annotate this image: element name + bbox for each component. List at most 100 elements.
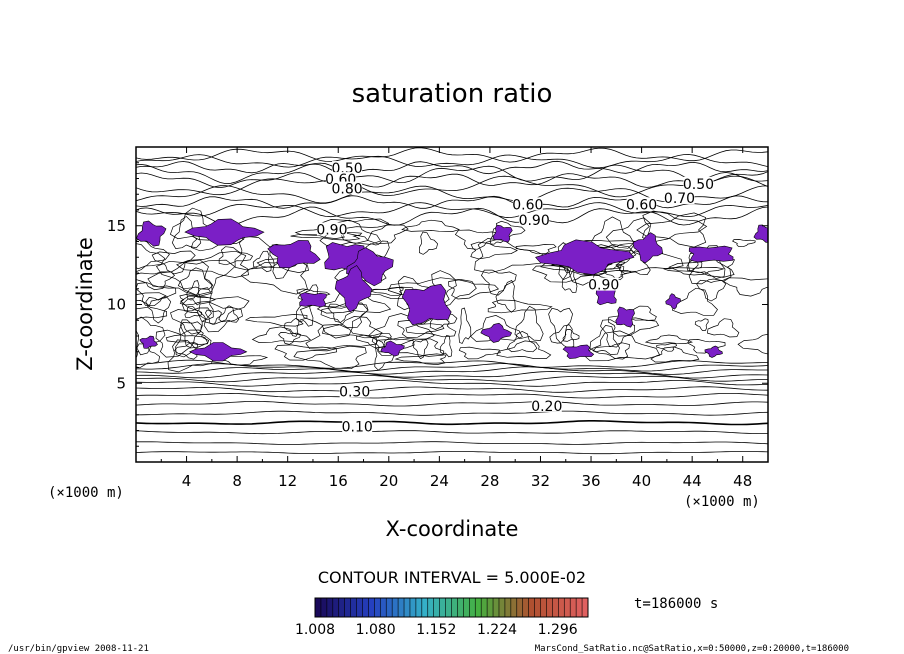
contour-line (293, 345, 367, 370)
contour-line (644, 334, 693, 344)
contour-line (136, 371, 768, 379)
contour-line (136, 202, 768, 219)
contour-line (694, 318, 709, 331)
x-tick-label: 44 (683, 472, 702, 490)
contour-line (170, 307, 212, 335)
supersaturated-region (401, 283, 452, 326)
supersaturated-region (615, 306, 635, 328)
x-tick-label: 12 (278, 472, 297, 490)
colorbar-cell (427, 598, 434, 617)
contour-line (136, 420, 768, 426)
contour-label-bg (339, 384, 370, 398)
contour-line (515, 244, 557, 255)
supersaturated-region (562, 344, 595, 359)
contour-line (218, 305, 240, 323)
colorbar-cell (332, 598, 340, 617)
colorbar-cell (386, 598, 393, 617)
supersaturation-regions (136, 218, 768, 362)
contour-line (155, 259, 236, 296)
colorbar-cell (516, 598, 524, 617)
contour-line (136, 172, 768, 189)
colorbar-cell (564, 598, 571, 617)
x-tick-label: 20 (379, 472, 398, 490)
contour-line (136, 175, 768, 198)
contour-label: 0.30 (339, 385, 370, 401)
contour-label: 0.10 (342, 419, 373, 435)
colorbar-tick-labels: 1.008 1.080 1.152 1.224 1.296 (295, 622, 578, 638)
colorbar-cell (380, 598, 387, 617)
contour-label-bg (588, 277, 619, 291)
supersaturated-region (480, 322, 513, 343)
colorbar-cell (481, 598, 488, 617)
colorbar-cell (392, 598, 399, 617)
colorbar-cell (558, 598, 565, 617)
colorbar-cell (356, 598, 363, 617)
colorbar-cell (398, 598, 405, 617)
contour-label-bg (332, 161, 363, 175)
contour-line (251, 326, 312, 343)
x-tick-label: 4 (182, 472, 192, 490)
contour-label-bg (342, 419, 373, 433)
contour-line (151, 250, 196, 275)
contour-line (283, 317, 300, 337)
colorbar-cell (576, 598, 583, 617)
contour-line (184, 305, 203, 319)
contour-line (136, 147, 768, 163)
colorbar-cell (528, 598, 535, 617)
contour-label-bg (332, 181, 363, 195)
contour-label: 0.90 (316, 222, 347, 238)
contour-line (136, 185, 768, 204)
contour-label-bg (626, 197, 657, 211)
contour-line (136, 206, 768, 226)
contour-line (136, 451, 768, 455)
colorbar-cell (475, 598, 482, 617)
contour-line (663, 267, 724, 276)
contour-label: 0.20 (531, 399, 562, 415)
supersaturated-region (492, 224, 513, 243)
contour-line (186, 280, 201, 306)
supersaturated-region (299, 292, 327, 308)
supersaturated-region (665, 293, 682, 310)
contour-line (169, 207, 214, 241)
colorbar-tick-label: 1.224 (477, 622, 517, 638)
footer-left: /usr/bin/gpview 2008-11-21 (8, 644, 149, 654)
contour-label: 0.70 (664, 191, 695, 207)
contour-line (506, 331, 538, 353)
contour-line (707, 318, 740, 338)
contour-line (470, 315, 523, 342)
colorbar-cell (320, 598, 328, 617)
contour-line (136, 375, 768, 383)
contour-line (136, 282, 177, 307)
contour-line (171, 215, 202, 249)
contour-label-bg (519, 213, 550, 227)
contour-line (136, 366, 768, 375)
supersaturated-region (184, 218, 265, 246)
colorbar-cell (326, 598, 334, 617)
colorbar-tick-label: 1.152 (416, 622, 456, 638)
contour-line (136, 154, 768, 169)
colorbar-cell (504, 598, 512, 617)
x-tick-label: 36 (581, 472, 600, 490)
contour-line (636, 212, 707, 248)
contour-line (562, 329, 580, 342)
colorbar-cell (498, 598, 506, 617)
x-tick-label: 32 (531, 472, 550, 490)
contour-interval-label: CONTOUR INTERVAL = 5.000E-02 (318, 568, 586, 587)
colorbar-cell (368, 598, 375, 617)
contour-label-bg (512, 197, 543, 211)
contour-line (136, 430, 768, 435)
contour-line (136, 195, 768, 209)
colorbar-cell (409, 598, 417, 617)
contour-line (696, 279, 727, 302)
contour-line (179, 294, 216, 306)
contour-line (305, 324, 377, 350)
contour-line (454, 229, 503, 250)
colorbar-cell (421, 598, 429, 617)
colorbar-cell (522, 598, 529, 617)
contour-line (458, 307, 472, 344)
colorbar-cell (350, 598, 357, 617)
colorbar-cell (546, 598, 553, 617)
colorbar-frame (314, 597, 589, 618)
colorbar-cell (469, 598, 476, 617)
